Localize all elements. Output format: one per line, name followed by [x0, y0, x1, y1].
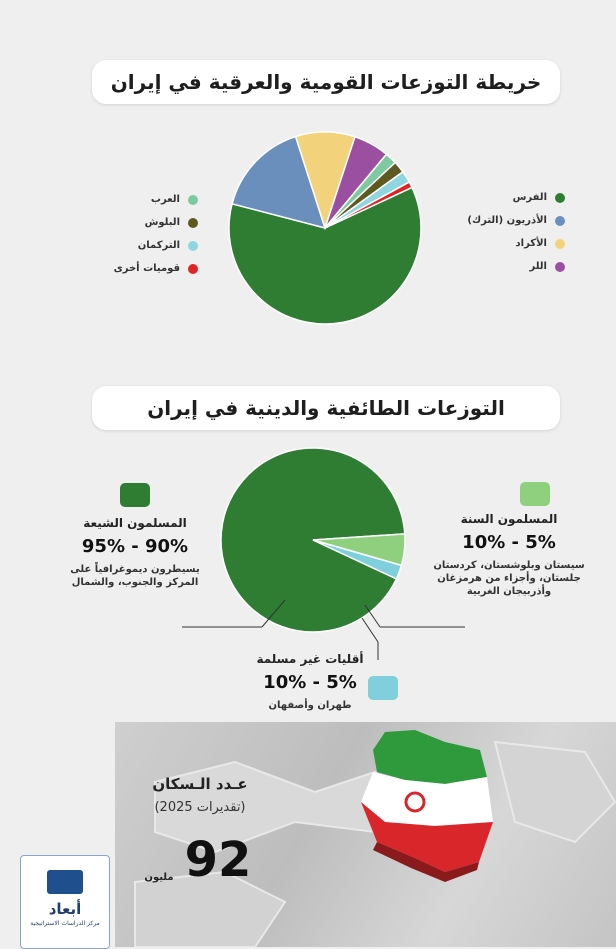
- legend-item: البلوش: [100, 211, 198, 234]
- ethnic-pie-chart: [228, 131, 422, 325]
- minorities-desc: طهران وأصفهان: [268, 700, 352, 711]
- shia-name: المسلمون الشيعة: [83, 516, 187, 530]
- minorities-swatch: [368, 676, 398, 700]
- legend-dot: [188, 194, 198, 205]
- legend-dot: [188, 240, 198, 251]
- minorities-name: أقليات غير مسلمة: [256, 652, 364, 666]
- sunni-name: المسلمون السنة: [460, 512, 558, 526]
- religion-slice-2: [312, 539, 403, 580]
- legend-item: العرب: [100, 188, 198, 211]
- ethnic-legend-right: الفرس الأذريون (الترك) الأكراد اللر: [455, 186, 565, 278]
- shia-block: المسلمون الشيعة 95% - 90% يسيطرون ديموغر…: [60, 516, 210, 589]
- legend-label: الأذريون (الترك): [467, 215, 547, 226]
- logo-mark-icon: [47, 870, 83, 894]
- legend-item: التركمان: [100, 234, 198, 257]
- logo-text: أبعاد: [48, 900, 82, 918]
- ethnic-title: خريطة التوزعات القومية والعرقية في إيران: [92, 60, 560, 104]
- minorities-range: 10% - 5%: [263, 672, 357, 693]
- legend-item: الفرس: [455, 186, 565, 209]
- logo: أبعاد مركز الدراسات الاستراتيجية: [20, 855, 110, 949]
- legend-item: الأذريون (الترك): [455, 209, 565, 232]
- population-number: 92: [184, 832, 252, 888]
- legend-item: الأكراد: [455, 232, 565, 255]
- sunni-leader-line-diag: [364, 604, 381, 628]
- sunni-range: 10% - 5%: [462, 532, 556, 553]
- religion-title: التوزعات الطائفية والدينية في إيران: [92, 386, 560, 430]
- legend-label: البلوش: [144, 217, 180, 228]
- population-title: عـدد الـسكان: [152, 775, 248, 793]
- legend-label: التركمان: [137, 240, 180, 251]
- legend-label: قوميات أخرى: [113, 263, 180, 274]
- region-map: [115, 722, 616, 947]
- population-subtitle: (تقديرات 2025): [154, 800, 246, 815]
- legend-label: الفرس: [512, 192, 547, 203]
- sunni-swatch: [520, 482, 550, 506]
- shia-desc: يسيطرون ديموغرافياً على المركز والجنوب، …: [70, 564, 200, 588]
- religion-pie-chart: [182, 447, 465, 660]
- legend-dot: [555, 238, 565, 249]
- legend-dot: [188, 263, 198, 274]
- legend-label: اللر: [529, 261, 548, 272]
- shia-swatch: [120, 483, 150, 507]
- ethnic-slice-0: [228, 186, 422, 325]
- sunni-block: المسلمون السنة 10% - 5% سيستان وبلوشستان…: [424, 512, 594, 598]
- ethnic-legend-left: العرب البلوش التركمان قوميات أخرى: [100, 188, 198, 280]
- logo-subtitle: مركز الدراسات الاستراتيجية: [30, 920, 100, 927]
- legend-dot: [188, 217, 198, 228]
- minorities-leader-line-diag: [361, 617, 379, 643]
- legend-dot: [555, 192, 565, 203]
- minorities-block: أقليات غير مسلمة 10% - 5% طهران وأصفهان: [250, 652, 370, 712]
- shia-leader-line-diag: [261, 599, 286, 628]
- shia-range: 95% - 90%: [81, 536, 189, 557]
- ethnic-slice-1: [231, 135, 327, 230]
- legend-dot: [555, 215, 565, 226]
- ethnic-slice-7: [324, 181, 414, 229]
- legend-item: قوميات أخرى: [100, 257, 198, 280]
- legend-label: الأكراد: [515, 238, 547, 249]
- population-unit: مليون: [144, 872, 174, 883]
- legend-dot: [555, 261, 565, 272]
- legend-item: اللر: [455, 255, 565, 278]
- iran-map-icon: [134, 730, 616, 947]
- sunni-desc: سيستان وبلوشستان، كردستان جلستان، وأجزاء…: [433, 560, 585, 597]
- legend-label: العرب: [150, 194, 180, 205]
- iran-flag-map: [361, 730, 493, 882]
